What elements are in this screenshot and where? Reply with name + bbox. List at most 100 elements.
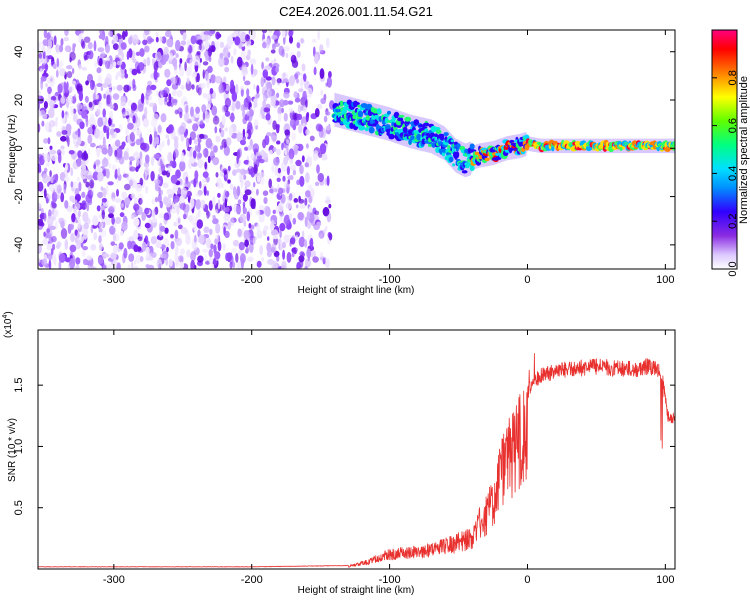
noise-speckle (95, 94, 99, 100)
noise-speckle (102, 253, 110, 258)
noise-speckle (139, 177, 144, 186)
signal-blob (464, 162, 468, 166)
noise-speckle (215, 135, 221, 143)
noise-speckle (210, 243, 214, 250)
noise-speckle (158, 213, 165, 219)
noise-speckle (270, 49, 276, 54)
noise-speckle (264, 65, 271, 71)
noise-speckle (236, 260, 242, 269)
noise-speckle (246, 88, 250, 97)
noise-speckle (180, 227, 188, 235)
noise-speckle (41, 55, 48, 65)
noise-speckle (303, 106, 308, 113)
noise-speckle (227, 165, 231, 172)
signal-blob (393, 111, 400, 119)
noise-speckle (60, 145, 65, 150)
noise-speckle (64, 45, 72, 53)
noise-speckle (224, 97, 231, 108)
noise-speckle (147, 264, 155, 269)
noise-speckle (295, 71, 301, 76)
noise-speckle (147, 240, 150, 248)
signal-blob (423, 122, 430, 127)
noise-speckle (138, 198, 143, 205)
noise-speckle (82, 258, 89, 266)
signal-blob (430, 125, 437, 133)
noise-speckle (284, 149, 288, 156)
noise-speckle (51, 191, 58, 203)
noise-speckle (165, 30, 172, 38)
noise-speckle (43, 30, 47, 39)
signal-blob (360, 103, 368, 108)
noise-speckle (301, 155, 305, 163)
noise-speckle (283, 99, 289, 106)
noise-speckle (57, 152, 62, 164)
noise-speckle (135, 254, 142, 264)
noise-speckle (296, 179, 300, 186)
noise-speckle (93, 40, 97, 52)
noise-speckle (64, 163, 68, 172)
noise-speckle (101, 264, 107, 269)
noise-speckle (210, 74, 216, 84)
noise-speckle (278, 202, 284, 213)
noise-speckle (152, 113, 159, 122)
noise-speckle (248, 242, 254, 254)
noise-speckle (269, 188, 274, 194)
noise-speckle (165, 134, 170, 139)
noise-speckle (249, 109, 254, 117)
noise-speckle (247, 49, 251, 57)
noise-speckle (188, 44, 193, 54)
noise-speckle (49, 145, 53, 150)
noise-speckle (154, 179, 161, 185)
noise-speckle (211, 263, 215, 269)
noise-speckle (139, 48, 145, 57)
noise-speckle (315, 123, 323, 132)
noise-speckle (66, 205, 73, 213)
noise-speckle (110, 252, 117, 260)
noise-speckle (253, 181, 256, 188)
noise-speckle (223, 141, 227, 148)
noise-speckle (153, 69, 158, 81)
noise-speckle (229, 183, 234, 190)
signal-blob (358, 125, 366, 131)
noise-speckle (180, 84, 185, 90)
noise-speckle (58, 44, 64, 53)
noise-speckle (242, 128, 246, 138)
noise-speckle (47, 55, 53, 60)
noise-speckle (275, 66, 279, 73)
y-tick-label: 0.5 (13, 500, 25, 515)
noise-speckle (285, 52, 289, 59)
noise-speckle (85, 44, 89, 51)
noise-speckle (287, 100, 294, 105)
noise-speckle (320, 97, 327, 105)
signal-blob (416, 133, 422, 141)
noise-speckle (328, 71, 332, 79)
noise-speckle (317, 172, 325, 183)
noise-speckle (167, 151, 173, 163)
noise-speckle (295, 204, 299, 209)
noise-speckle (154, 182, 160, 192)
noise-speckle (288, 212, 293, 220)
noise-speckle (145, 186, 149, 194)
noise-speckle (242, 109, 246, 119)
snr-frame (37, 329, 676, 570)
noise-speckle (178, 125, 185, 135)
noise-speckle (179, 248, 185, 255)
signal-blob (398, 114, 405, 118)
noise-speckle (197, 152, 203, 159)
noise-speckle (240, 104, 246, 112)
noise-speckle (135, 138, 141, 146)
noise-speckle (242, 193, 248, 202)
noise-speckle (102, 187, 107, 198)
noise-speckle (179, 261, 184, 269)
noise-speckle (132, 84, 137, 92)
signal-blob (455, 151, 460, 159)
noise-speckle (319, 44, 324, 53)
noise-speckle (150, 156, 155, 167)
noise-speckle (256, 175, 261, 183)
noise-speckle (128, 253, 135, 262)
noise-speckle (320, 89, 324, 96)
noise-speckle (43, 212, 47, 222)
noise-speckle (173, 222, 179, 227)
noise-speckle (216, 33, 222, 39)
noise-speckle (49, 225, 56, 230)
